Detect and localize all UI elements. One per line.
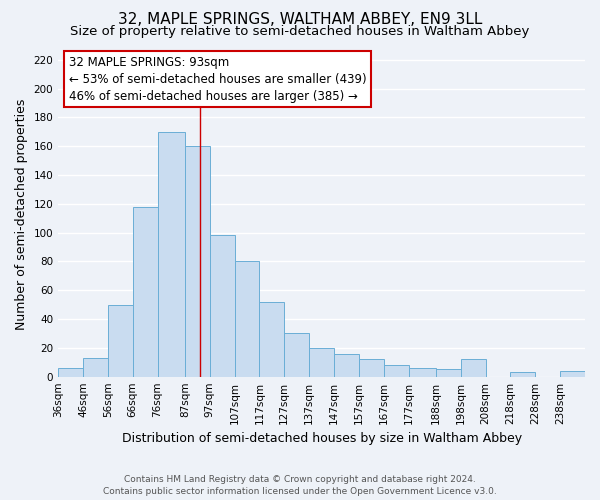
Bar: [185, 146, 210, 376]
Bar: [560, 371, 585, 376]
Bar: [83, 358, 108, 376]
Bar: [461, 360, 485, 376]
Bar: [334, 354, 359, 376]
Bar: [210, 236, 235, 376]
Bar: [436, 370, 461, 376]
X-axis label: Distribution of semi-detached houses by size in Waltham Abbey: Distribution of semi-detached houses by …: [122, 432, 521, 445]
Bar: [309, 348, 334, 376]
Bar: [359, 360, 384, 376]
Bar: [108, 304, 133, 376]
Bar: [235, 262, 259, 376]
Text: 32 MAPLE SPRINGS: 93sqm
← 53% of semi-detached houses are smaller (439)
46% of s: 32 MAPLE SPRINGS: 93sqm ← 53% of semi-de…: [69, 56, 367, 102]
Text: 32, MAPLE SPRINGS, WALTHAM ABBEY, EN9 3LL: 32, MAPLE SPRINGS, WALTHAM ABBEY, EN9 3L…: [118, 12, 482, 28]
Y-axis label: Number of semi-detached properties: Number of semi-detached properties: [15, 99, 28, 330]
Bar: [133, 206, 158, 376]
Bar: [158, 132, 185, 376]
Text: Size of property relative to semi-detached houses in Waltham Abbey: Size of property relative to semi-detach…: [70, 25, 530, 38]
Bar: [384, 365, 409, 376]
Bar: [409, 368, 436, 376]
Text: Contains HM Land Registry data © Crown copyright and database right 2024.
Contai: Contains HM Land Registry data © Crown c…: [103, 474, 497, 496]
Bar: [284, 334, 309, 376]
Bar: [511, 372, 535, 376]
Bar: [58, 368, 83, 376]
Bar: [259, 302, 284, 376]
